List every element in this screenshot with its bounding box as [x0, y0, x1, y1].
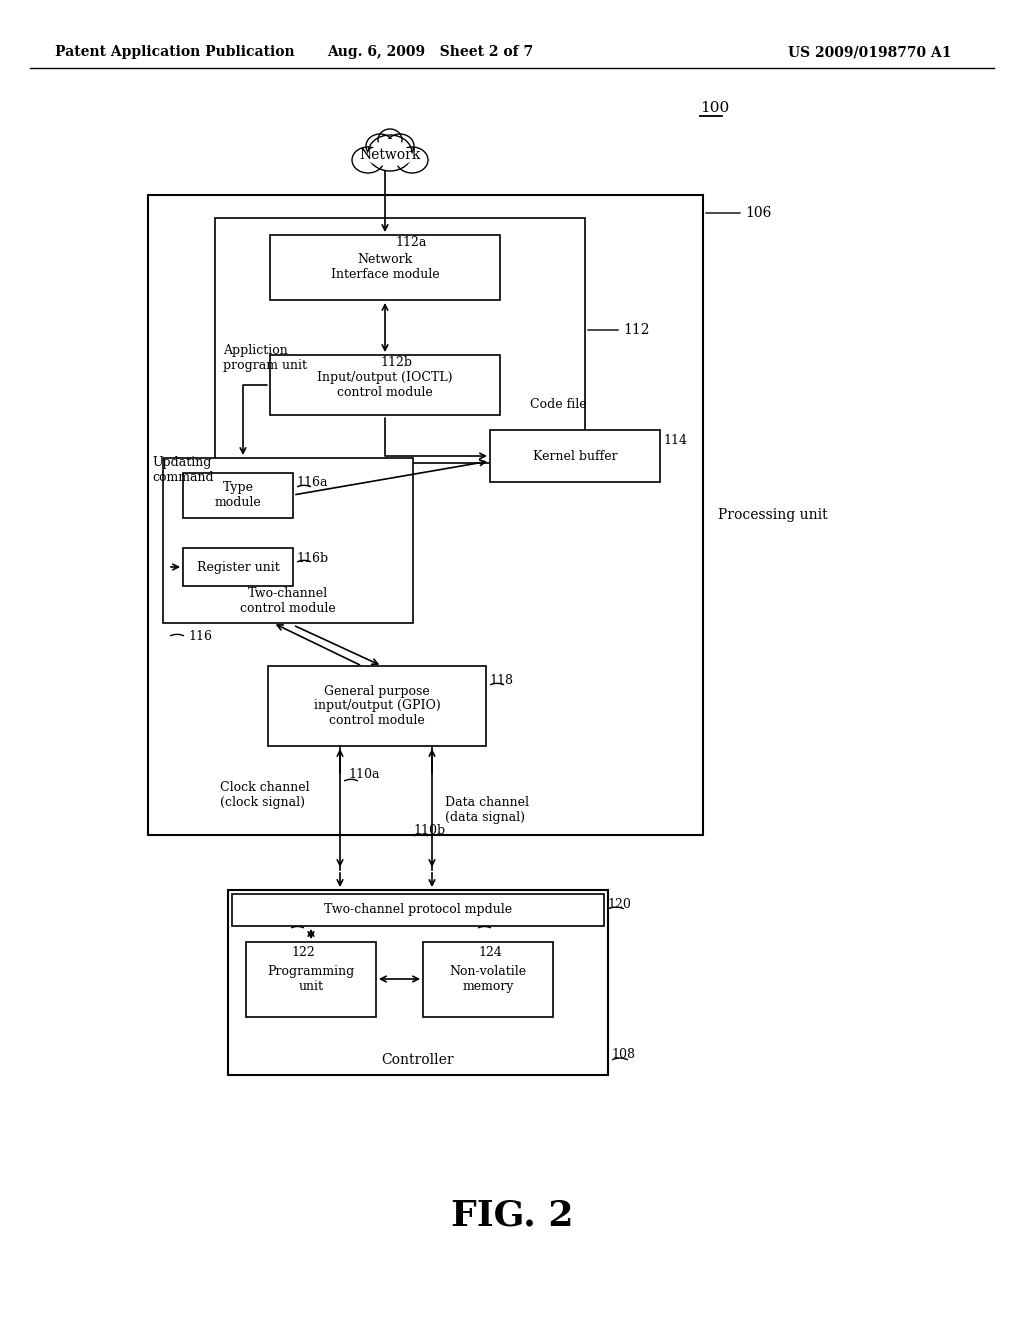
- Text: Network: Network: [359, 148, 421, 162]
- Text: US 2009/0198770 A1: US 2009/0198770 A1: [788, 45, 951, 59]
- Text: FIG. 2: FIG. 2: [451, 1199, 573, 1232]
- Ellipse shape: [372, 139, 408, 168]
- Text: Code file: Code file: [530, 399, 587, 412]
- Text: Input/output (IOCTL)
control module: Input/output (IOCTL) control module: [317, 371, 453, 399]
- Ellipse shape: [368, 135, 412, 172]
- Bar: [270, 235, 500, 300]
- Text: 116b: 116b: [296, 552, 328, 565]
- Text: Processing unit: Processing unit: [718, 508, 827, 521]
- Ellipse shape: [378, 129, 402, 150]
- Text: Controller: Controller: [382, 1053, 455, 1067]
- Text: Two-channel
control module: Two-channel control module: [240, 587, 336, 615]
- Ellipse shape: [367, 147, 393, 165]
- Ellipse shape: [396, 147, 428, 173]
- Bar: [163, 458, 413, 623]
- Text: Patent Application Publication: Patent Application Publication: [55, 45, 295, 59]
- Text: 112b: 112b: [380, 356, 412, 370]
- Text: 110b: 110b: [413, 824, 445, 837]
- Text: 108: 108: [611, 1048, 635, 1061]
- Text: 116a: 116a: [296, 477, 328, 490]
- Text: General purpose
input/output (GPIO)
control module: General purpose input/output (GPIO) cont…: [313, 685, 440, 727]
- Text: 116: 116: [188, 631, 212, 644]
- Text: 106: 106: [745, 206, 771, 220]
- Bar: [183, 548, 293, 586]
- Text: 114: 114: [663, 433, 687, 446]
- Bar: [183, 473, 293, 517]
- Bar: [270, 355, 500, 414]
- Text: Data channel
(data signal): Data channel (data signal): [445, 796, 529, 824]
- Text: Kernel buffer: Kernel buffer: [532, 450, 617, 462]
- Bar: [215, 218, 585, 463]
- Bar: [423, 942, 553, 1016]
- Text: 110a: 110a: [348, 768, 380, 781]
- Text: Aug. 6, 2009   Sheet 2 of 7: Aug. 6, 2009 Sheet 2 of 7: [327, 45, 534, 59]
- Text: Type
module: Type module: [215, 480, 261, 510]
- Text: Register unit: Register unit: [197, 561, 280, 573]
- Text: 112: 112: [623, 323, 649, 337]
- Text: 112a: 112a: [395, 236, 426, 249]
- Text: Two-channel protocol mpdule: Two-channel protocol mpdule: [324, 903, 512, 916]
- Text: Updating
command: Updating command: [152, 455, 214, 484]
- Text: 118: 118: [489, 673, 513, 686]
- Ellipse shape: [386, 135, 414, 158]
- Text: 122: 122: [291, 945, 314, 958]
- Text: Clock channel
(clock signal): Clock channel (clock signal): [220, 781, 309, 809]
- Bar: [268, 667, 486, 746]
- Text: 120: 120: [607, 898, 631, 911]
- Ellipse shape: [387, 147, 413, 165]
- Text: Appliction
program unit: Appliction program unit: [223, 345, 307, 372]
- Text: Programming
unit: Programming unit: [267, 965, 354, 993]
- Text: 100: 100: [700, 102, 729, 115]
- Text: Network
Interface module: Network Interface module: [331, 253, 439, 281]
- Text: Non-volatile
memory: Non-volatile memory: [450, 965, 526, 993]
- Bar: [246, 942, 376, 1016]
- Text: 124: 124: [478, 945, 502, 958]
- Ellipse shape: [366, 135, 394, 158]
- Bar: [228, 890, 608, 1074]
- Bar: [490, 430, 660, 482]
- Ellipse shape: [352, 147, 384, 173]
- Bar: [148, 195, 703, 836]
- Bar: [232, 894, 604, 927]
